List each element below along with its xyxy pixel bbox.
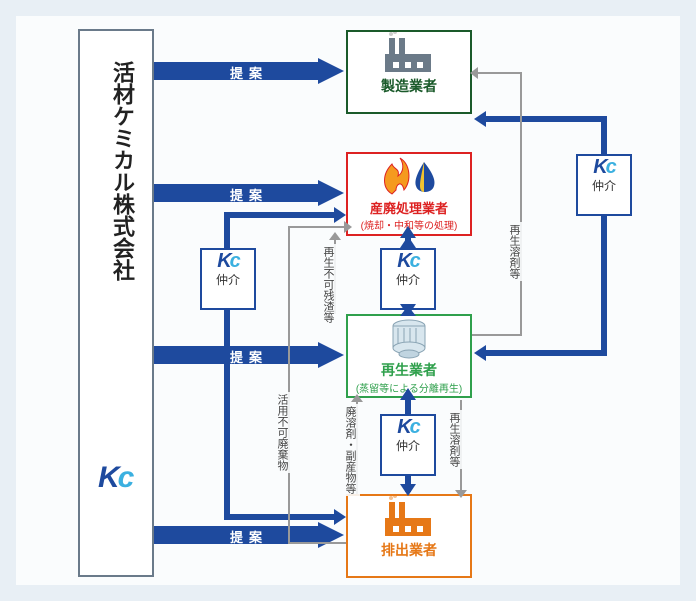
proposal-arrow-3: 提案 bbox=[154, 342, 344, 368]
kc-arrow-head-icon bbox=[400, 388, 416, 400]
flow-label-residue: 再生不可残渣等 bbox=[318, 244, 338, 325]
kc-box-3: Kc 仲介 bbox=[380, 414, 436, 476]
kc-arrow-head-icon bbox=[474, 111, 486, 127]
kc-arrow-head-icon bbox=[474, 345, 486, 361]
kc-box-4: Kc 仲介 bbox=[576, 154, 632, 216]
flow-arrow-head-icon bbox=[470, 67, 478, 79]
proposal-arrow-2: 提案 bbox=[154, 180, 344, 206]
flow-line bbox=[288, 226, 290, 544]
diagram-canvas: 活材ケミカル株式会社 Kc 提案 提案 提案 提案 bbox=[0, 0, 696, 601]
diagram-inner: 活材ケミカル株式会社 Kc 提案 提案 提案 提案 bbox=[16, 16, 680, 585]
kc-label: 仲介 bbox=[578, 177, 630, 194]
proposal-arrow-1: 提案 bbox=[154, 58, 344, 84]
entity-manufacturer: 製造業者 bbox=[346, 30, 472, 114]
manufacturer-title: 製造業者 bbox=[348, 76, 470, 96]
entity-emitter: 排出業者 bbox=[346, 494, 472, 578]
company-label: 活材ケミカル株式会社 bbox=[106, 61, 138, 281]
kc-arrow bbox=[224, 212, 336, 218]
flow-label-unusable: 活用不可廃棄物 bbox=[272, 392, 292, 473]
flow-label-regen-1: 再生溶剤等 bbox=[444, 410, 464, 469]
flow-label-byproduct: 廃溶剤・副産物等 bbox=[340, 404, 360, 496]
kc-logo-icon: Kc bbox=[202, 250, 254, 273]
flow-line bbox=[472, 334, 522, 336]
kc-label: 仲介 bbox=[382, 271, 434, 288]
proposal-label: 提案 bbox=[230, 63, 268, 82]
flow-arrow-head-icon bbox=[329, 232, 341, 240]
flow-line bbox=[476, 72, 522, 74]
kc-arrow bbox=[405, 398, 411, 414]
proposal-label: 提案 bbox=[230, 347, 268, 366]
kc-arrow bbox=[224, 514, 336, 520]
kc-arrow bbox=[486, 350, 607, 356]
recycler-unit-icon bbox=[384, 316, 434, 360]
flow-line bbox=[288, 542, 346, 544]
entity-waste-processor: 産廃処理業者 (焼却・中和等の処理) bbox=[346, 152, 472, 236]
kc-label: 仲介 bbox=[202, 271, 254, 288]
flow-line bbox=[288, 226, 346, 228]
flow-arrow-head-icon bbox=[455, 490, 467, 498]
kc-box-1: Kc 仲介 bbox=[200, 248, 256, 310]
flow-arrow-head-icon bbox=[351, 394, 363, 402]
kc-box-2: Kc 仲介 bbox=[380, 248, 436, 310]
factory-icon bbox=[379, 496, 439, 540]
kc-logo-icon: Kc bbox=[382, 250, 434, 273]
entity-recycler: 再生業者 (蒸留等による分離再生) bbox=[346, 314, 472, 398]
waste-processor-title: 産廃処理業者 bbox=[348, 198, 470, 217]
kc-arrow bbox=[224, 310, 230, 520]
kc-arrow-head-icon bbox=[400, 236, 416, 248]
proposal-label: 提案 bbox=[230, 527, 268, 546]
proposal-arrow-4: 提案 bbox=[154, 522, 344, 548]
kc-arrow bbox=[486, 116, 607, 122]
kc-logo-icon: Kc bbox=[578, 156, 630, 179]
company-logo: Kc bbox=[98, 461, 132, 495]
kc-logo-icon: Kc bbox=[382, 416, 434, 439]
flow-label-regen-2: 再生溶剤等 bbox=[504, 222, 524, 281]
kc-arrow-head-icon bbox=[400, 304, 416, 316]
kc-label: 仲介 bbox=[382, 437, 434, 454]
emitter-title: 排出業者 bbox=[348, 540, 470, 560]
flow-arrow-head-icon bbox=[344, 221, 352, 233]
flame-drop-icon bbox=[374, 154, 444, 198]
company-box: 活材ケミカル株式会社 Kc bbox=[78, 29, 154, 577]
flow-line bbox=[520, 72, 522, 336]
factory-icon bbox=[379, 32, 439, 76]
proposal-label: 提案 bbox=[230, 185, 268, 204]
kc-arrow bbox=[601, 216, 607, 356]
kc-arrow-head-icon bbox=[334, 509, 346, 525]
recycler-title: 再生業者 bbox=[348, 360, 470, 380]
kc-arrow-head-icon bbox=[400, 484, 416, 496]
